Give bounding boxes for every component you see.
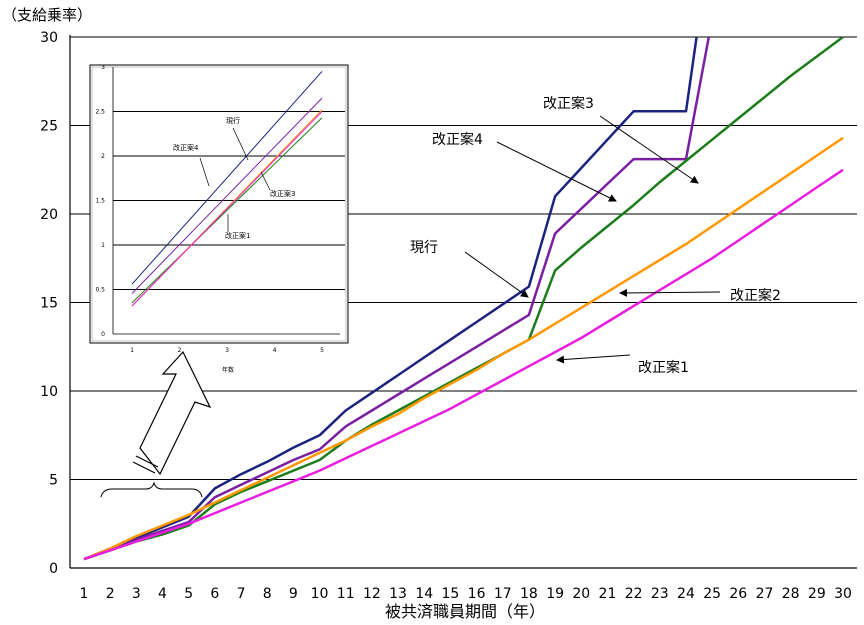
zoom-pointer	[100, 350, 212, 498]
inset-y-tick: 1	[101, 242, 105, 249]
annotation-1: 現行	[410, 240, 529, 298]
x-tick-label: 18	[520, 586, 538, 602]
x-tick-label: 21	[599, 586, 617, 602]
annotation-3: 改正案3	[543, 95, 699, 184]
x-tick-label: 14	[415, 586, 433, 602]
x-tick-label: 3	[132, 586, 141, 602]
zoom-arrow-tail	[132, 455, 159, 474]
annotation-label: 現行	[410, 240, 438, 256]
annotation-arrow	[556, 354, 631, 364]
annotation-arrow	[599, 115, 699, 184]
x-tick-label: 9	[289, 586, 298, 602]
inset-annotation-arrow	[260, 171, 271, 191]
x-tick-label: 13	[389, 586, 407, 602]
inset-x-label: 年数	[222, 366, 234, 374]
x-tick-label: 4	[158, 586, 167, 602]
y-tick-label: 25	[40, 119, 58, 135]
inset-x-tick: 2	[178, 347, 182, 354]
x-tick-label: 1	[80, 586, 89, 602]
series-line-3	[83, 37, 844, 561]
x-tick-label: 5	[184, 586, 193, 602]
x-tick-label: 29	[808, 586, 826, 602]
inset-y-tick: 0.5	[95, 287, 105, 294]
y-tick-labels: 0 5 10 15 20 25 30	[40, 30, 58, 577]
inset-annotation-label: 改正案3	[270, 189, 295, 198]
x-tick-label: 28	[782, 586, 800, 602]
y-tick-label: 5	[49, 473, 58, 489]
y-axis-label: （支給乗率）	[2, 6, 92, 24]
x-tick-label: 12	[363, 586, 381, 602]
annotation-2: 改正案4	[432, 131, 617, 202]
inset-series-line	[131, 97, 323, 294]
y-tick-label: 10	[40, 384, 58, 400]
x-tick-label: 10	[311, 586, 329, 602]
range-brace	[100, 481, 203, 498]
inset-annotation-label: 改正案4	[173, 143, 199, 152]
series-annotations: 現行 改正案4 改正案3 改正案2 改正案1	[410, 95, 781, 376]
x-tick-label: 30	[834, 586, 852, 602]
annotation-arrow	[464, 251, 529, 298]
x-tick-label: 2	[106, 586, 115, 602]
annotation-4: 改正案2	[619, 287, 781, 304]
inset-x-tick: 1	[130, 347, 134, 354]
inset-series-line	[131, 71, 323, 285]
inset-annotation-label: 現行	[226, 116, 240, 125]
y-tick-label: 0	[49, 561, 58, 577]
y-tick-label: 15	[40, 296, 58, 312]
y-tick-label: 30	[40, 30, 58, 46]
x-tick-label: 26	[729, 586, 747, 602]
x-tick-label: 25	[703, 586, 721, 602]
inset-series-line	[131, 117, 323, 304]
inset-annotation-arrow	[199, 157, 210, 187]
annotation-arrow	[619, 288, 721, 297]
inset-y-tick: 2.5	[95, 109, 105, 116]
x-tick-label: 11	[337, 586, 355, 602]
annotation-label: 改正案1	[638, 359, 689, 376]
x-tick-label: 19	[546, 586, 564, 602]
series-line-4	[83, 136, 844, 561]
x-tick-label: 23	[651, 586, 669, 602]
series-lines	[83, 37, 844, 561]
zoom-arrow	[139, 350, 212, 476]
annotation-arrow	[496, 141, 617, 202]
x-tick-label: 7	[237, 586, 246, 602]
x-tick-label: 16	[468, 586, 486, 602]
annotation-label: 改正案3	[543, 95, 594, 112]
inset-y-tick: 3	[101, 64, 105, 71]
inset-annotation-arrow	[232, 127, 249, 161]
series-line-5	[83, 168, 844, 561]
inset-annotation-label: 改正案1	[225, 231, 250, 240]
inset-x-tick: 4	[273, 347, 277, 354]
y-tick-label: 20	[40, 207, 58, 223]
x-tick-label: 24	[677, 586, 695, 602]
inset-x-tick: 5	[320, 347, 324, 354]
inset-y-tick: 0	[101, 331, 105, 338]
annotation-5: 改正案1	[556, 354, 689, 376]
x-tick-label: 22	[625, 586, 643, 602]
x-tick-label: 27	[756, 586, 774, 602]
x-tick-label: 8	[263, 586, 272, 602]
x-tick-label: 6	[210, 586, 219, 602]
inset-y-tick: 2	[101, 153, 105, 160]
inset-x-tick: 3	[225, 347, 229, 354]
x-tick-label: 17	[494, 586, 512, 602]
x-tick-label: 20	[572, 586, 590, 602]
inset-y-tick: 1.5	[95, 198, 105, 205]
annotation-label: 改正案4	[432, 131, 483, 148]
x-tick-label: 15	[441, 586, 459, 602]
inset-series-line	[131, 111, 323, 307]
series-line-2	[83, 37, 711, 561]
series-line-1	[83, 37, 698, 561]
x-tick-labels: 1 2 3 4 5 6 7 8 9 10 11 12 13 14 15 16 17 18 19 20 21 22 23 24 2…	[80, 586, 852, 602]
annotation-label: 改正案2	[730, 287, 781, 304]
x-axis-label: 被共済職員期間（年）	[385, 602, 545, 621]
axes	[69, 35, 857, 569]
